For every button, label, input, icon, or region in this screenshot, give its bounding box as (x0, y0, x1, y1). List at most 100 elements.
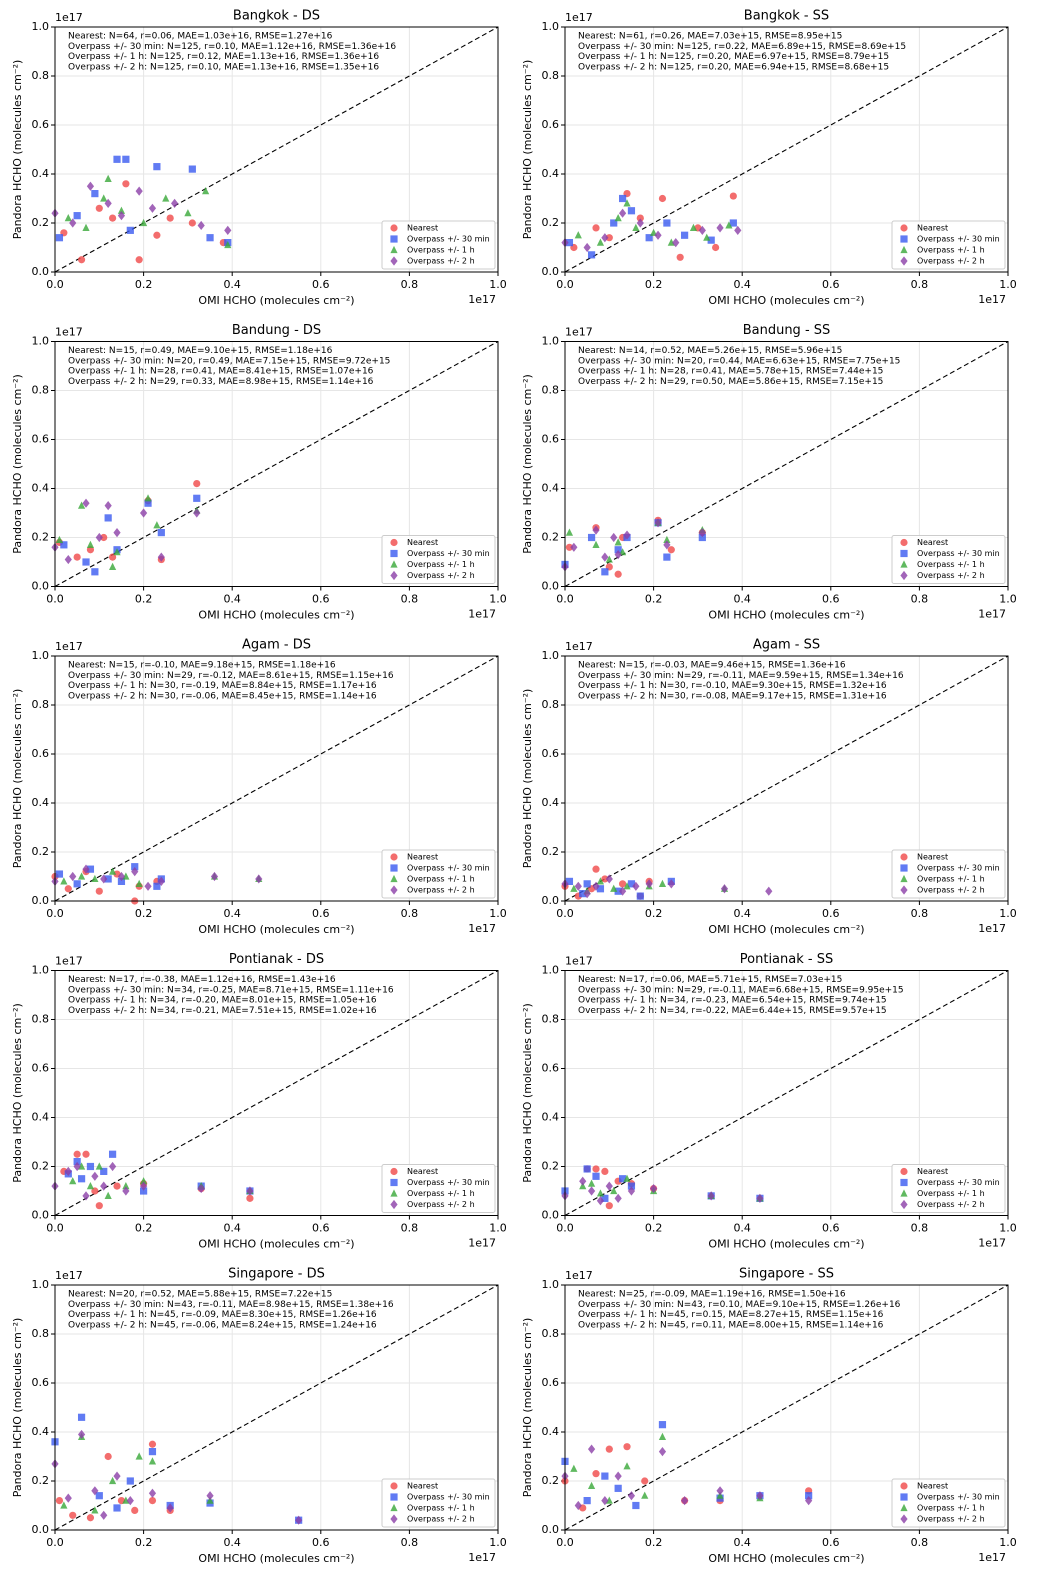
scatter-point (614, 1484, 622, 1492)
scatter-point (126, 226, 134, 234)
scatter-point (703, 233, 711, 241)
x-axis-label: OMI HCHO (molecules cm⁻²) (198, 294, 354, 307)
scatter-point (246, 1186, 254, 1196)
y-tick-label: 0.0 (542, 265, 560, 278)
scatter-point (605, 234, 613, 242)
legend-marker (900, 538, 908, 547)
scatter-point (583, 242, 591, 253)
legend-label: Overpass +/- 1 h (917, 1504, 985, 1513)
scatter-point (69, 871, 77, 882)
scatter-point (596, 1189, 605, 1197)
scatter-point (623, 530, 631, 540)
y-tick-label: 1.0 (32, 649, 50, 662)
y-tick-label: 0.6 (542, 1062, 560, 1075)
scatter-point (82, 864, 90, 874)
y-tick-label: 0.4 (542, 482, 560, 495)
scatter-point (605, 1181, 613, 1191)
scatter-point (698, 225, 706, 235)
y-tick-label: 0.6 (32, 1062, 50, 1075)
subplot-title: Pontianak - SS (740, 952, 833, 967)
y-offset-label: 1e17 (55, 640, 83, 653)
x-offset-label: 1e17 (978, 1237, 1006, 1250)
scatter-point (148, 1457, 157, 1465)
x-tick-label: 0.8 (401, 1536, 419, 1549)
legend-marker (900, 570, 908, 581)
legend-marker (390, 1189, 398, 1197)
scatter-point (171, 198, 179, 208)
legend: Nearest Overpass +/- 30 min Overpass +/- 1… (891, 1478, 1006, 1528)
x-tick-label: 0.0 (556, 278, 574, 291)
scatter-point (184, 209, 192, 217)
stats-annotation: Overpass +/- 2 h: N=30, r=-0.08, MAE=9.1… (578, 691, 887, 701)
x-tick-label: 0.0 (46, 1222, 64, 1235)
scatter-point (614, 214, 622, 222)
scatter-point (95, 1162, 103, 1170)
legend-label: Overpass +/- 1 h (917, 560, 985, 569)
y-axis-label: Pandora HCHO (molecules cm⁻²) (521, 689, 534, 869)
scatter-point (574, 231, 582, 239)
x-tick-label: 0.2 (135, 1536, 153, 1549)
scatter-point (716, 223, 724, 233)
legend-marker (390, 235, 398, 243)
y-tick-label: 0.4 (542, 167, 560, 180)
scatter-point (140, 508, 148, 518)
scatter-point (131, 863, 139, 871)
x-tick-label: 0.6 (312, 1222, 330, 1235)
stats-annotation: Overpass +/- 1 h: N=34, r=-0.20, MAE=8.0… (68, 996, 377, 1006)
scatter-point (623, 882, 631, 890)
scatter-point (805, 1492, 813, 1500)
x-tick-label: 0.0 (46, 1536, 64, 1549)
scatter-point (667, 238, 675, 246)
x-tick-label: 0.2 (135, 278, 153, 291)
axes-frame (54, 1284, 499, 1531)
scatter-point (734, 225, 742, 235)
x-axis-label: OMI HCHO (molecules cm⁻²) (198, 1552, 354, 1565)
scatter-point (131, 867, 139, 877)
scatter-point (565, 877, 574, 885)
x-tick-label: 0.2 (645, 1536, 663, 1549)
y-tick-label: 0.4 (542, 796, 560, 809)
y-axis-label: Pandora HCHO (molecules cm⁻²) (521, 374, 534, 554)
scatter-point (596, 885, 605, 893)
y-tick-label: 0.2 (32, 1160, 50, 1173)
scatter-point (295, 1515, 303, 1525)
stats-annotation: Overpass +/- 1 h: N=45, r=-0.09, MAE=8.3… (68, 1310, 377, 1320)
legend-label: Overpass +/- 30 min (407, 1178, 490, 1187)
legend: Nearest Overpass +/- 30 min Overpass +/- 1… (891, 1164, 1006, 1213)
stats-annotation: Overpass +/- 1 h: N=34, r=-0.23, MAE=6.5… (578, 996, 887, 1006)
scatter-point (565, 543, 574, 551)
scatter-point (707, 1191, 715, 1201)
scatter-point (188, 219, 196, 227)
legend-label: Overpass +/- 1 h (407, 246, 475, 255)
x-axis-label: OMI HCHO (molecules cm⁻²) (198, 923, 354, 936)
one-to-one-line (54, 1284, 499, 1531)
scatter-point (77, 256, 86, 264)
scatter-point (117, 877, 126, 885)
legend-label: Overpass +/- 30 min (407, 235, 490, 244)
scatter-point (663, 553, 671, 561)
y-offset-label: 1e17 (565, 640, 593, 653)
scatter-point (73, 1161, 81, 1172)
y-tick-label: 1.0 (32, 1278, 50, 1291)
legend-label: Overpass +/- 2 h (407, 1515, 475, 1524)
y-tick-label: 0.4 (32, 482, 50, 495)
scatter-point (725, 221, 733, 229)
scatter-point (632, 1501, 640, 1510)
scatter-point (689, 223, 698, 231)
legend-box (381, 1478, 496, 1528)
scatter-point (126, 1496, 134, 1506)
legend-marker (900, 1189, 908, 1197)
legend-label: Nearest (407, 224, 438, 233)
one-to-one-line (54, 341, 499, 587)
legend-marker (390, 864, 398, 872)
scatter-point (157, 529, 165, 537)
y-tick-label: 0.2 (32, 845, 50, 858)
axes-frame (564, 970, 1009, 1216)
scatter-point (135, 1452, 143, 1460)
x-tick-label: 0.8 (401, 278, 419, 291)
x-offset-label: 1e17 (468, 1551, 496, 1564)
scatter-point (592, 865, 600, 873)
x-tick-label: 1.0 (489, 1222, 507, 1235)
legend-marker (900, 549, 908, 558)
